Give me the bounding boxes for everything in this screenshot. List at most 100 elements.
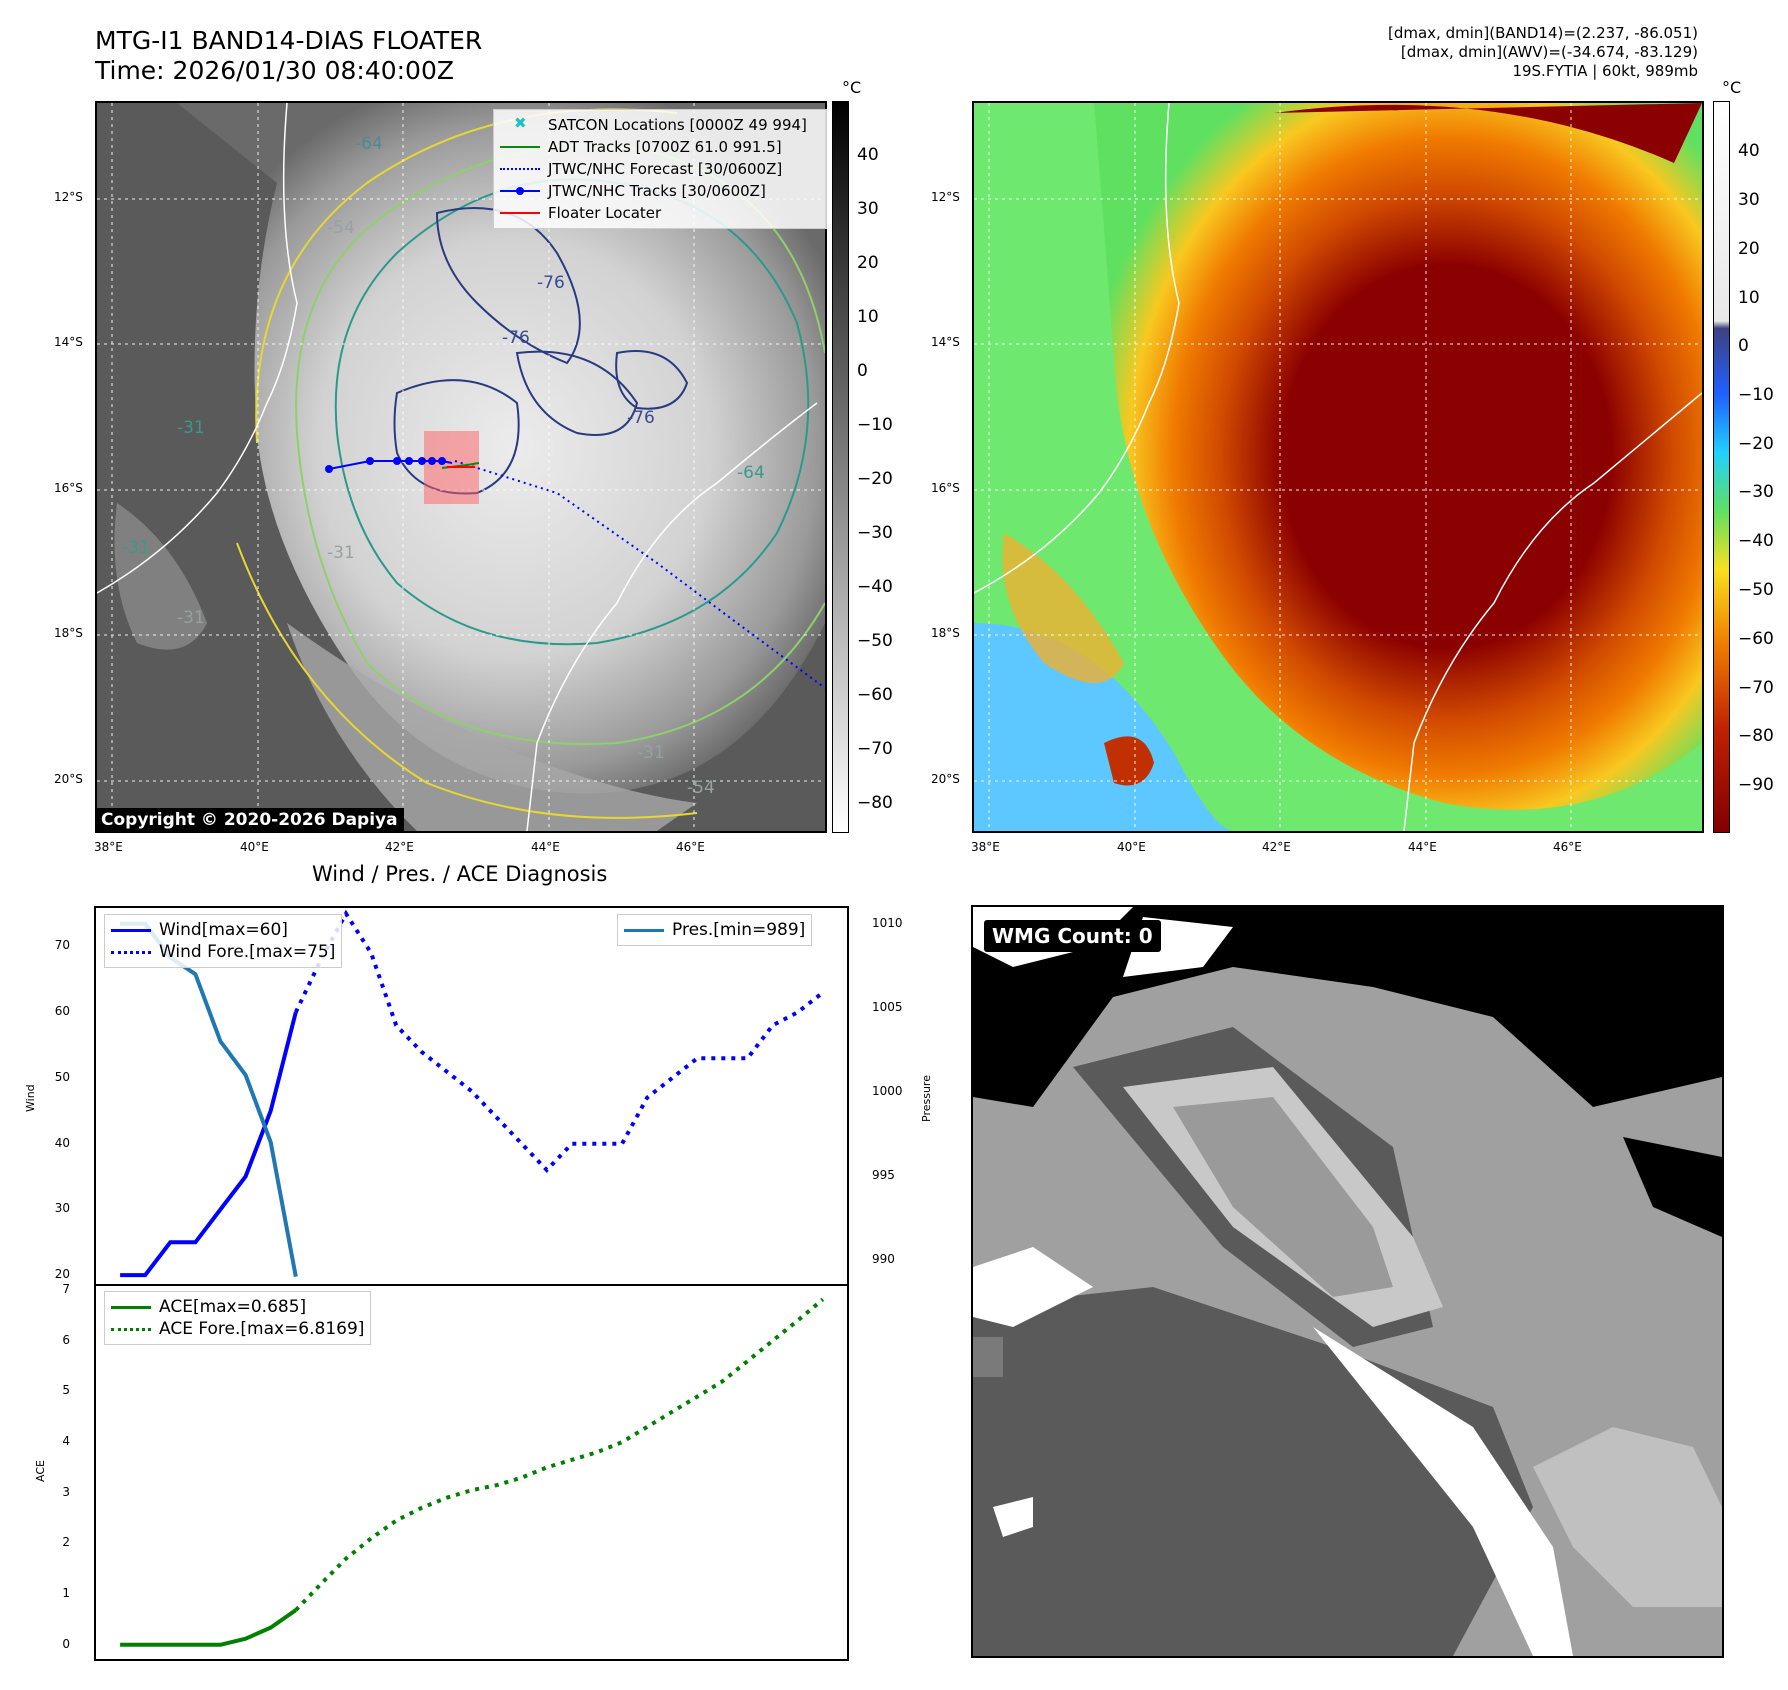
track-point — [393, 457, 401, 465]
lat-tick: 12°S — [931, 190, 960, 204]
legend-wind: Wind[max=60] — [111, 919, 335, 941]
lat-tick: 16°S — [54, 481, 83, 495]
contour-label: -31 — [177, 418, 205, 438]
axis-tick: 3 — [62, 1484, 70, 1499]
axis-tick: 30 — [54, 1201, 70, 1216]
ace-axis-label: ACE — [34, 1460, 47, 1482]
track-point — [366, 457, 374, 465]
legend-ace-fore: ACE Fore.[max=6.8169] — [111, 1318, 364, 1340]
band14-minmax: [dmax, dmin](BAND14)=(2.237, -86.051) — [1387, 24, 1698, 42]
axis-tick: 60 — [54, 1004, 70, 1019]
lat-tick: 18°S — [931, 626, 960, 640]
colorbar-tick: −90 — [1738, 775, 1774, 796]
color-colorbar — [1713, 101, 1730, 833]
series-line — [120, 1608, 297, 1647]
contour-label: -31 — [327, 543, 355, 563]
lon-tick: 46°E — [1553, 840, 1582, 854]
gray-colorbar — [832, 101, 849, 833]
chart-time: Time: 2026/01/30 08:40:00Z — [95, 56, 454, 85]
axis-tick: 1010 — [872, 915, 903, 930]
axis-tick: 6 — [62, 1332, 70, 1347]
legend-label: ADT Tracks [0700Z 61.0 991.5] — [548, 138, 782, 156]
pressure-legend: Pres.[min=989] — [617, 914, 813, 946]
lat-tick: 20°S — [54, 772, 83, 786]
ace-legend: ACE[max=0.685] ACE Fore.[max=6.8169] — [104, 1291, 372, 1345]
diagnosis-title: Wind / Pres. / ACE Diagnosis — [312, 862, 608, 886]
colorbar-tick: 30 — [857, 199, 879, 219]
colorbar-tick: −50 — [1738, 580, 1774, 600]
contour-label: -31 — [122, 538, 150, 558]
dotted-line-icon — [111, 945, 151, 959]
track-point — [438, 457, 446, 465]
legend-label: Wind[max=60] — [159, 920, 288, 940]
contour-label: -31 — [177, 608, 205, 628]
colorbar-unit: °C — [1722, 78, 1742, 97]
lat-tick: 20°S — [931, 772, 960, 786]
lon-tick: 44°E — [531, 840, 560, 854]
lon-tick: 46°E — [676, 840, 705, 854]
chart-title: MTG-I1 BAND14-DIAS FLOATER — [95, 26, 483, 55]
colorbar-unit: °C — [842, 78, 862, 97]
series-line — [120, 1011, 298, 1278]
axis-tick: 1 — [62, 1586, 70, 1601]
colorbar-tick: −80 — [1738, 726, 1774, 747]
contour-label: -64 — [355, 134, 383, 154]
legend-label: ACE[max=0.685] — [159, 1297, 307, 1317]
awv-minmax: [dmax, dmin](AWV)=(-34.674, -83.129) — [1400, 43, 1698, 61]
contour-label: -76 — [502, 328, 530, 348]
dotted-line-icon — [111, 1322, 151, 1336]
track-point — [418, 457, 426, 465]
wind-axis-label: Wind — [24, 1084, 37, 1112]
axis-tick: 20 — [54, 1267, 70, 1282]
legend-label: ACE Fore.[max=6.8169] — [159, 1319, 365, 1339]
contour-label: -76 — [537, 273, 565, 293]
map-legend: ✖ SATCON Locations [0000Z 49 994] ADT Tr… — [493, 109, 827, 229]
legend-label: Wind Fore.[max=75] — [159, 942, 336, 962]
colorbar-tick: −70 — [1738, 677, 1774, 698]
colorbar-tick: 0 — [1738, 336, 1749, 356]
lat-tick: 14°S — [931, 335, 960, 349]
legend-label: Floater Locater — [548, 204, 662, 222]
lon-tick: 42°E — [1262, 840, 1291, 854]
track-point — [428, 457, 436, 465]
contour-label: -31 — [637, 743, 665, 763]
axis-tick: 2 — [62, 1535, 70, 1550]
colorbar-tick: −30 — [857, 523, 893, 543]
colorbar-tick: 10 — [1738, 288, 1760, 308]
copyright-badge: Copyright © 2020-2026 Dapiya — [95, 808, 404, 832]
axis-tick: 0 — [62, 1636, 70, 1651]
band14-color-image — [974, 103, 1702, 831]
colorbar-tick: 0 — [857, 361, 868, 381]
legend-floater: Floater Locater — [500, 202, 820, 224]
colorbar-tick: 30 — [1738, 190, 1760, 210]
lat-tick: 18°S — [54, 626, 83, 640]
colorbar-tick: −70 — [857, 739, 893, 759]
contour-label: -54 — [687, 778, 715, 798]
wmg-count-badge: WMG Count: 0 — [984, 920, 1161, 952]
lon-tick: 40°E — [1117, 840, 1146, 854]
axis-tick: 5 — [62, 1383, 70, 1398]
legend-satcon: ✖ SATCON Locations [0000Z 49 994] — [500, 114, 820, 136]
legend-tracks: JTWC/NHC Tracks [30/0600Z] — [500, 180, 820, 202]
wmg-panel — [971, 905, 1724, 1658]
lon-tick: 38°E — [971, 840, 1000, 854]
legend-label: JTWC/NHC Forecast [30/0600Z] — [548, 160, 783, 178]
lon-tick: 40°E — [240, 840, 269, 854]
contour-label: -76 — [627, 408, 655, 428]
colorbar-tick: −20 — [1738, 433, 1774, 454]
colorbar-tick: −10 — [1738, 384, 1774, 405]
x-icon: ✖ — [514, 114, 527, 132]
lon-tick: 42°E — [385, 840, 414, 854]
legend-ace: ACE[max=0.685] — [111, 1296, 364, 1318]
lat-tick: 16°S — [931, 481, 960, 495]
wind-legend: Wind[max=60] Wind Fore.[max=75] — [104, 914, 343, 968]
wind-series-group — [120, 909, 825, 1278]
legend-wind-fore: Wind Fore.[max=75] — [111, 941, 335, 963]
band14-color-panel — [972, 101, 1704, 833]
track-point — [325, 465, 333, 473]
line-icon — [111, 923, 151, 937]
colorbar-tick: 10 — [857, 307, 879, 327]
track-point — [405, 457, 413, 465]
colorbar-tick: −60 — [1738, 628, 1774, 649]
colorbar-tick: −60 — [857, 685, 893, 705]
